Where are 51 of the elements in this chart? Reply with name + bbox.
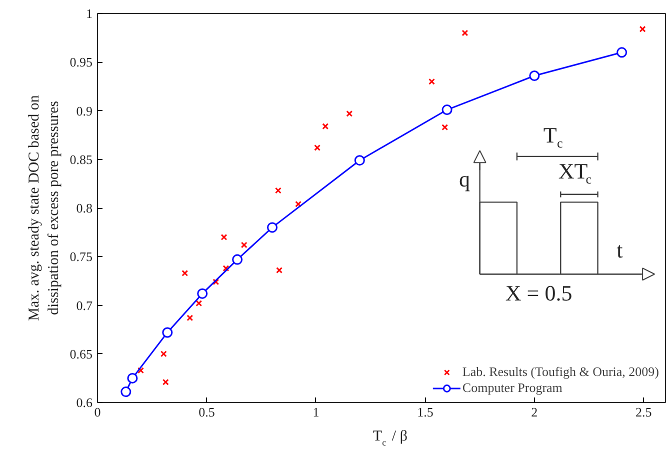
point (428, 78, 435, 85)
point (127, 372, 138, 384)
point (138, 367, 144, 374)
point (186, 314, 194, 322)
y-tick-label: 0.75 (70, 249, 92, 264)
point (220, 234, 228, 240)
annotation: t (616, 237, 623, 262)
y-tick-label: 0.85 (70, 152, 92, 167)
x-tick-label: 2.5 (636, 404, 652, 420)
point (160, 350, 167, 358)
point (462, 30, 468, 36)
point (529, 70, 540, 81)
legend-label: Computer Program (462, 380, 562, 396)
point (162, 378, 169, 386)
y-tick-label: 0.8 (76, 200, 92, 216)
point (222, 265, 230, 272)
y-tick-label: 0.7 (76, 298, 93, 313)
point (322, 123, 329, 130)
point (197, 288, 208, 299)
point (182, 270, 188, 276)
point (616, 47, 628, 58)
point (196, 300, 202, 307)
x-tick-label: 1 (312, 404, 320, 420)
x-tick-label: 1.5 (417, 404, 434, 420)
x-tick-label: 0 (94, 404, 101, 420)
point (232, 254, 243, 265)
x-tick-label: 2 (531, 404, 538, 420)
point (276, 267, 282, 274)
legend-label: Lab. Results (Toufigh & Ouria, 2009) (462, 364, 659, 380)
annotation: q (459, 166, 470, 192)
point (267, 222, 278, 233)
point (346, 110, 353, 117)
y-tick-label: 0.6 (76, 395, 93, 410)
y-tick-label: 0.65 (70, 346, 92, 362)
point (442, 124, 448, 131)
point (639, 26, 646, 32)
y-tick-label: 0.9 (76, 103, 92, 118)
x-tick-label: 0.5 (198, 404, 215, 420)
y-tick-label: 1 (86, 6, 92, 21)
point (314, 144, 320, 151)
point (442, 104, 452, 116)
y-axis-title: Max. avg. steady state DOC based on dissipation of excess pore pressures (26, 94, 62, 321)
point (274, 187, 282, 194)
point (212, 278, 220, 286)
point (354, 155, 365, 166)
y-tick-label: 0.95 (70, 54, 92, 70)
point (295, 200, 302, 208)
point (120, 386, 132, 398)
point (162, 327, 173, 338)
annotation: X = 0.5 (505, 280, 572, 306)
point (240, 242, 248, 248)
